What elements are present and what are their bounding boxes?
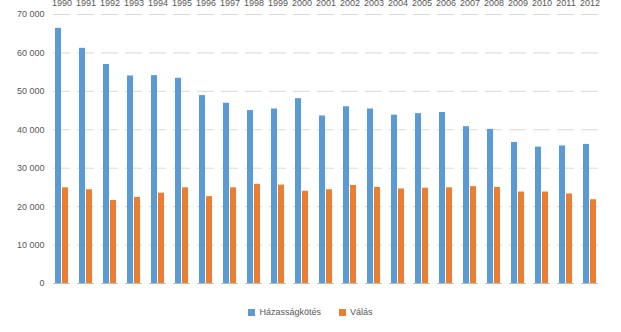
svg-text:1996: 1996: [196, 0, 216, 8]
svg-text:1995: 1995: [172, 0, 192, 8]
svg-text:2002: 2002: [340, 0, 360, 8]
svg-text:1997: 1997: [220, 0, 240, 8]
svg-text:1999: 1999: [268, 0, 288, 8]
svg-text:1990: 1990: [52, 0, 72, 8]
svg-text:40 000: 40 000: [17, 125, 45, 135]
svg-text:2000: 2000: [292, 0, 312, 8]
svg-text:1993: 1993: [124, 0, 144, 8]
svg-text:30 000: 30 000: [17, 163, 45, 173]
svg-text:2001: 2001: [316, 0, 336, 8]
svg-text:10 000: 10 000: [17, 240, 45, 250]
svg-text:60 000: 60 000: [17, 48, 45, 58]
svg-text:1994: 1994: [148, 0, 168, 8]
svg-text:1992: 1992: [100, 0, 120, 8]
svg-text:50 000: 50 000: [17, 86, 45, 96]
svg-text:2012: 2012: [580, 0, 600, 8]
svg-text:2011: 2011: [556, 0, 575, 8]
html-text:Házasságkötés: Házasságkötés: [259, 307, 321, 317]
svg-text:0: 0: [39, 278, 44, 288]
svg-text:2007: 2007: [460, 0, 480, 8]
svg-text:1998: 1998: [244, 0, 264, 8]
svg-text:20 000: 20 000: [17, 202, 45, 212]
svg-text:2009: 2009: [508, 0, 528, 8]
html-text:Válás: Válás: [350, 307, 373, 317]
svg-text:2008: 2008: [484, 0, 504, 8]
svg-text:2005: 2005: [412, 0, 432, 8]
svg-text:2003: 2003: [364, 0, 384, 8]
svg-text:2004: 2004: [388, 0, 408, 8]
svg-text:2010: 2010: [532, 0, 552, 8]
svg-text:70 000: 70 000: [17, 9, 45, 19]
svg-text:2006: 2006: [436, 0, 456, 8]
svg-text:1991: 1991: [76, 0, 96, 8]
